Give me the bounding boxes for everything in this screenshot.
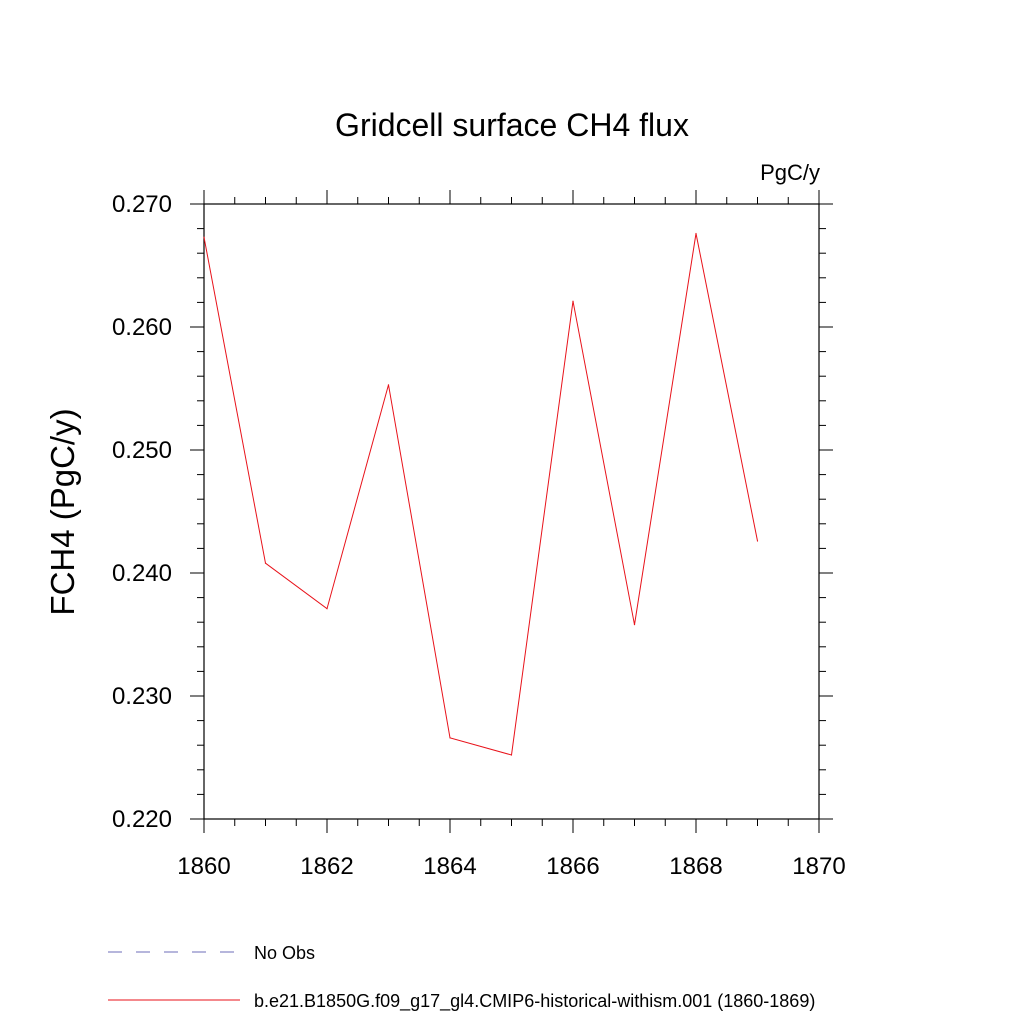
y-tick-label: 0.250: [112, 437, 172, 464]
legend-label: No Obs: [254, 943, 315, 963]
data-point: [695, 232, 697, 235]
data-point: [387, 384, 390, 386]
chart-title: Gridcell surface CH4 flux: [335, 107, 689, 143]
legend-label: b.e21.B1850G.f09_g17_gl4.CMIP6-historica…: [254, 991, 815, 1012]
data-point: [326, 608, 328, 610]
y-tick-label: 0.230: [112, 683, 172, 710]
y-tick-label: 0.260: [112, 314, 172, 341]
data-point: [449, 737, 451, 739]
y-tick-label: 0.220: [112, 806, 172, 833]
plot-frame: [203, 203, 820, 820]
series-line: [203, 233, 758, 756]
data-point: [264, 562, 267, 564]
units-label: PgC/y: [760, 160, 820, 185]
x-tick-label: 1866: [546, 853, 599, 880]
data-point: [756, 540, 759, 542]
legend: No Obs b.e21.B1850G.f09_g17_gl4.CMIP6-his…: [108, 943, 815, 1012]
plot-axes: 1860 1862 1864 1866 1868 1870 0.220 0.230 0.240 0…: [112, 190, 846, 880]
x-tick-label: 1862: [300, 853, 353, 880]
y-tick-label: 0.240: [112, 560, 172, 587]
y-axis-label: FCH4 (PgC/y): [44, 408, 81, 615]
data-point: [572, 300, 574, 302]
x-tick-label: 1870: [792, 853, 845, 880]
x-tick-label: 1868: [669, 853, 722, 880]
data-point: [633, 624, 636, 626]
x-tick-label: 1864: [423, 853, 476, 880]
y-tick-label: 0.270: [112, 191, 172, 218]
x-tick-label: 1860: [177, 853, 230, 880]
series-group: [203, 232, 759, 756]
data-point: [510, 754, 513, 756]
data-point: [203, 236, 205, 238]
